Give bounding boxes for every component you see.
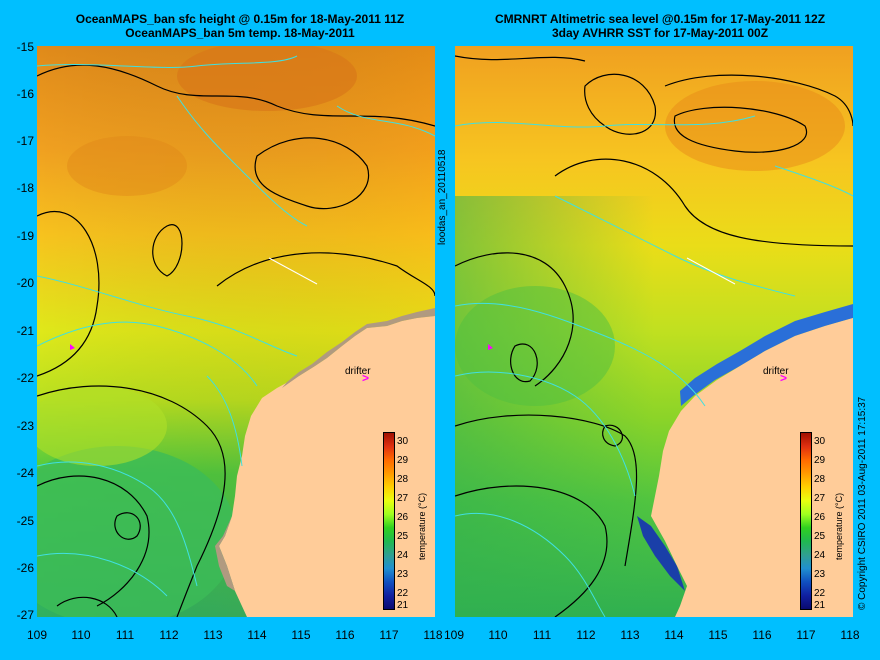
y-tick: -16	[16, 87, 34, 101]
cbar-tick: 27	[814, 493, 826, 504]
x-tick: 115	[708, 628, 728, 642]
cbar-tick: 30	[397, 436, 409, 447]
x-tick: 112	[576, 628, 596, 642]
left-drifter-arrow: >	[362, 371, 370, 385]
x-tick: 110	[71, 628, 91, 642]
y-tick: -19	[16, 229, 34, 243]
cbar-tick: 29	[397, 455, 409, 466]
x-tick: 109	[443, 628, 465, 642]
left-title-line1: OceanMAPS_ban sfc height @ 0.15m for 18-…	[75, 12, 405, 26]
cbar-tick: 26	[814, 512, 826, 523]
right-map-panel	[455, 46, 853, 617]
y-tick: -26	[16, 561, 34, 575]
cbar-tick: 23	[397, 569, 409, 580]
y-tick: -27	[16, 608, 34, 622]
left-drifter-label: drifter	[345, 366, 371, 377]
cbar-tick: 30	[814, 436, 826, 447]
right-drifter-marker	[488, 344, 493, 350]
y-tick: -21	[16, 324, 34, 338]
cbar-tick: 24	[397, 550, 409, 561]
y-tick: -23	[16, 419, 34, 433]
left-map-panel	[37, 46, 435, 617]
cbar-tick: 21	[397, 600, 409, 611]
x-tick: 109	[26, 628, 48, 642]
x-tick: 115	[291, 628, 311, 642]
left-map-svg	[37, 46, 435, 617]
x-tick: 118	[840, 628, 860, 642]
x-tick: 113	[203, 628, 223, 642]
x-tick: 117	[796, 628, 816, 642]
cbar-tick: 29	[814, 455, 826, 466]
cbar-tick: 26	[397, 512, 409, 523]
cbar-tick: 22	[814, 588, 826, 599]
y-tick: -24	[16, 466, 34, 480]
left-title-line2: OceanMAPS_ban 5m temp. 18-May-2011	[125, 26, 355, 40]
y-tick: -15	[16, 40, 34, 54]
cbar-tick: 28	[397, 474, 409, 485]
right-title-line2: 3day AVHRR SST for 17-May-2011 00Z	[551, 26, 769, 40]
x-tick: 111	[532, 628, 552, 642]
cbar-tick: 25	[397, 531, 409, 542]
right-colorbar-gradient	[800, 432, 812, 610]
side-label-right: © Copyright CSIRO 2011 03-Aug-2011 17:15…	[857, 396, 868, 610]
x-tick: 110	[488, 628, 508, 642]
y-tick: -22	[16, 371, 34, 385]
x-tick: 117	[379, 628, 399, 642]
x-tick: 113	[620, 628, 640, 642]
right-drifter-label: drifter	[763, 366, 789, 377]
left-colorbar-gradient	[383, 432, 395, 610]
right-map-svg	[455, 46, 853, 617]
x-tick: 116	[335, 628, 355, 642]
x-tick: 114	[247, 628, 267, 642]
y-tick: -17	[16, 134, 34, 148]
left-colorbar-title: temperature (°C)	[417, 492, 427, 560]
cbar-tick: 25	[814, 531, 826, 542]
cbar-tick: 27	[397, 493, 409, 504]
x-tick: 116	[752, 628, 772, 642]
right-drifter-arrow: >	[780, 371, 788, 385]
cbar-tick: 24	[814, 550, 826, 561]
cbar-tick: 22	[397, 588, 409, 599]
left-title: OceanMAPS_ban sfc height @ 0.15m for 18-…	[30, 12, 450, 40]
y-tick: -25	[16, 514, 34, 528]
cbar-tick: 28	[814, 474, 826, 485]
x-tick: 118	[423, 628, 443, 642]
x-tick: 114	[664, 628, 684, 642]
y-tick: -20	[16, 276, 34, 290]
cbar-tick: 21	[814, 600, 826, 611]
right-title-line1: CMRNRT Altimetric sea level @0.15m for 1…	[494, 12, 826, 26]
cbar-tick: 23	[814, 569, 826, 580]
x-tick: 112	[159, 628, 179, 642]
left-land-mass	[219, 316, 435, 617]
right-colorbar-title: temperature (°C)	[834, 492, 844, 560]
side-label-left: loodas_an_20110518	[437, 149, 448, 245]
y-tick: -18	[16, 181, 34, 195]
left-drifter-marker	[70, 344, 75, 350]
right-title: CMRNRT Altimetric sea level @0.15m for 1…	[450, 12, 870, 40]
x-tick: 111	[115, 628, 135, 642]
